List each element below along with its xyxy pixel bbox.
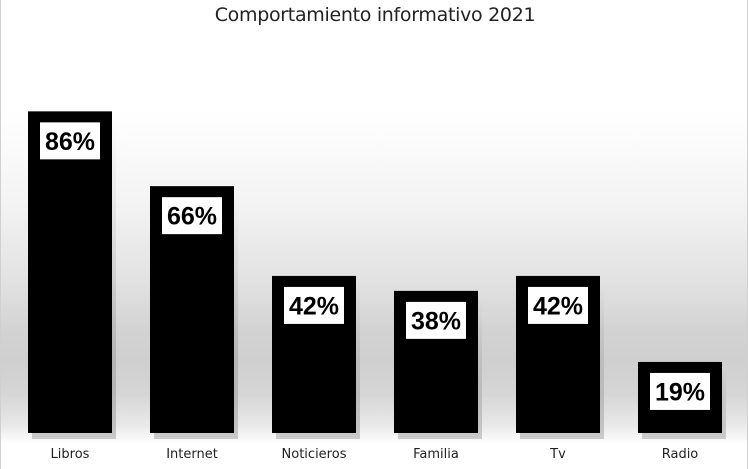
bar-libros: [28, 111, 112, 434]
data-label-libros: 86%: [45, 128, 95, 156]
data-label-noticieros: 42%: [289, 292, 339, 320]
chart-title: Comportamiento informativo 2021: [214, 4, 536, 26]
data-label-box-tv: [528, 286, 588, 324]
data-label-box-familia: [406, 301, 466, 339]
data-label-tv: 42%: [533, 292, 583, 320]
data-label-radio: 19%: [655, 378, 705, 406]
category-label-radio: Radio: [662, 447, 699, 462]
data-label-box-noticieros: [284, 286, 344, 324]
category-label-tv: Tv: [549, 447, 566, 462]
data-label-box-internet: [162, 197, 222, 235]
data-label-internet: 66%: [167, 203, 217, 231]
category-label-internet: Internet: [166, 447, 218, 462]
bars-layer: 86% Libros 66% Internet 42% Noticieros 38% Fami…: [28, 111, 726, 462]
data-label-familia: 38%: [411, 307, 461, 335]
category-label-noticieros: Noticieros: [282, 447, 347, 462]
category-label-libros: Libros: [51, 447, 90, 462]
data-label-box-radio: [650, 372, 710, 410]
data-label-box-libros: [40, 122, 100, 160]
category-label-familia: Familia: [413, 447, 459, 462]
